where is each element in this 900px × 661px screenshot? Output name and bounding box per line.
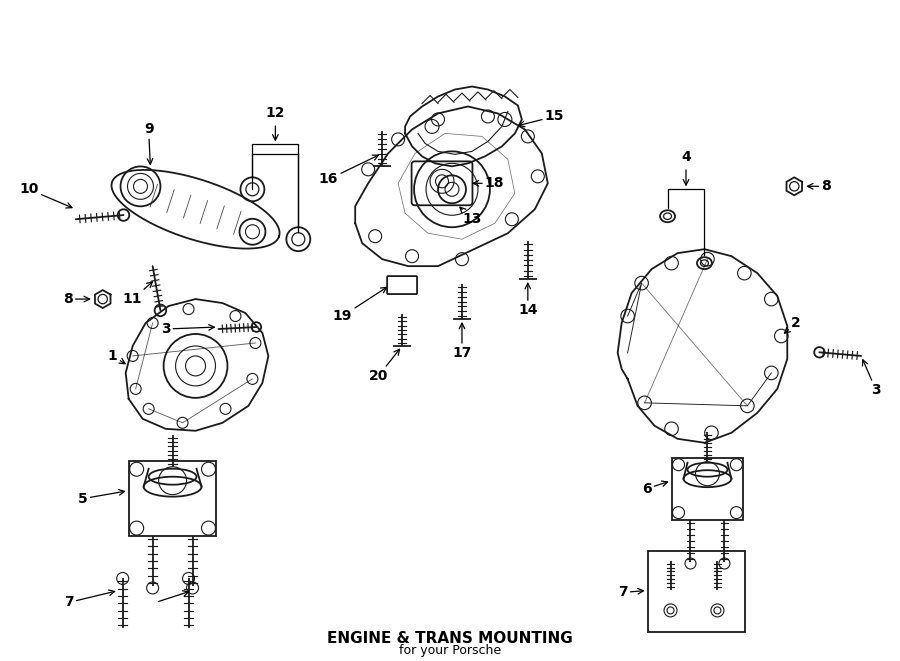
Text: 4: 4 bbox=[681, 150, 691, 185]
Text: 6: 6 bbox=[642, 481, 668, 496]
Text: 3: 3 bbox=[862, 360, 881, 397]
Text: 11: 11 bbox=[123, 282, 152, 306]
Text: 13: 13 bbox=[460, 207, 482, 226]
Text: 14: 14 bbox=[518, 284, 537, 317]
Text: 8: 8 bbox=[807, 179, 831, 193]
Text: 12: 12 bbox=[266, 106, 285, 140]
Text: 5: 5 bbox=[78, 490, 124, 506]
Text: for your Porsche: for your Porsche bbox=[399, 644, 501, 657]
Bar bbox=[671, 457, 743, 520]
Text: 10: 10 bbox=[19, 182, 72, 208]
Text: 15: 15 bbox=[519, 110, 564, 127]
Text: 20: 20 bbox=[369, 349, 400, 383]
Text: 17: 17 bbox=[453, 323, 472, 360]
Bar bbox=[648, 551, 745, 633]
Text: 8: 8 bbox=[63, 292, 90, 306]
Text: 16: 16 bbox=[319, 155, 378, 186]
Text: ENGINE & TRANS MOUNTING: ENGINE & TRANS MOUNTING bbox=[327, 631, 573, 646]
Bar bbox=[129, 461, 217, 536]
Text: 18: 18 bbox=[473, 176, 504, 190]
Text: 7: 7 bbox=[64, 590, 114, 609]
Text: 9: 9 bbox=[144, 122, 153, 164]
Text: 3: 3 bbox=[161, 322, 214, 336]
Text: 19: 19 bbox=[333, 288, 387, 323]
Text: 1: 1 bbox=[108, 349, 125, 364]
Text: 2: 2 bbox=[785, 316, 801, 333]
Text: 7: 7 bbox=[618, 586, 644, 600]
